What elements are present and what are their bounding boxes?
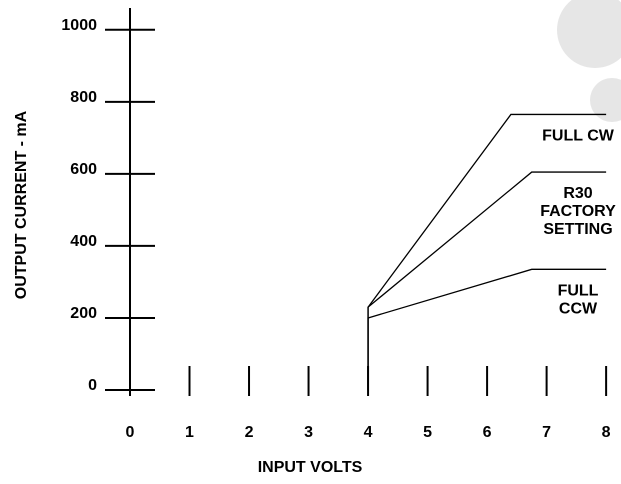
series-label-line: FULL CW [542, 128, 615, 145]
x-tick-label: 6 [483, 424, 492, 441]
y-tick-label: 1000 [61, 17, 97, 34]
x-axis-title: INPUT VOLTS [258, 459, 363, 476]
y-tick-label: 800 [70, 89, 97, 106]
decoration [557, 0, 621, 68]
x-tick-label: 2 [245, 424, 254, 441]
series-label-line: CCW [559, 301, 598, 318]
x-tick-label: 8 [602, 424, 611, 441]
line [367, 268, 607, 390]
x-tick-label: 7 [542, 424, 551, 441]
series-label-line: FACTORY [540, 203, 616, 220]
decoration [590, 78, 621, 122]
line [367, 113, 607, 390]
series-label: FULL CCW [558, 283, 599, 318]
y-tick-label: 400 [70, 233, 97, 250]
y-tick-label: 0 [88, 377, 97, 394]
x-tick-label: 1 [185, 424, 194, 441]
y-tick-label: 600 [70, 161, 97, 178]
y-tick-label: 200 [70, 305, 97, 322]
y-axis-title: OUTPUT CURRENT - mA [13, 110, 30, 299]
series-label: FULL CW [542, 128, 615, 145]
x-tick-label: 4 [364, 424, 373, 441]
series-label: R30 FACTORY SETTING [540, 185, 616, 238]
x-tick-label: 3 [304, 424, 313, 441]
x-tick-label: 0 [126, 424, 135, 441]
x-tick-label: 5 [423, 424, 432, 441]
series-label-line: FULL [558, 283, 599, 300]
series-label-line: R30 [563, 185, 592, 202]
series-label-line: SETTING [543, 221, 612, 238]
